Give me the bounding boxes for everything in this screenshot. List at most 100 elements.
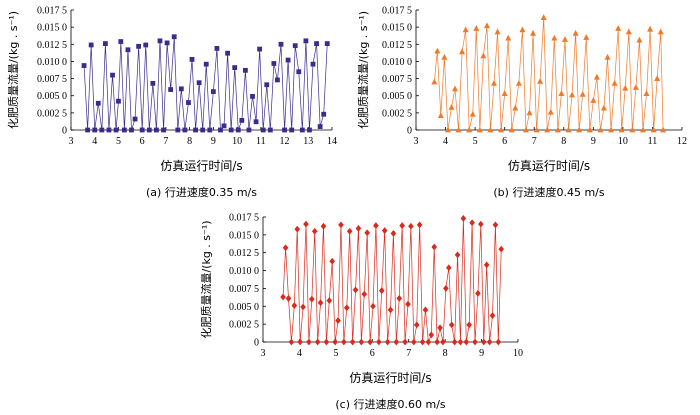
- data-point: [647, 25, 654, 32]
- data-point: [228, 127, 234, 133]
- data-point: [341, 338, 347, 346]
- data-point: [178, 86, 184, 92]
- data-point: [384, 338, 391, 346]
- data-point: [494, 28, 501, 35]
- y-tick-label: 0: [254, 338, 259, 349]
- data-point: [164, 40, 170, 46]
- data-point: [103, 41, 108, 46]
- x-tick-label: 8: [187, 136, 192, 147]
- data-point: [469, 219, 475, 227]
- data-point: [132, 116, 138, 122]
- data-point: [352, 286, 359, 294]
- data-point: [622, 84, 629, 91]
- data-point: [300, 303, 306, 311]
- x-tick-label: 5: [333, 348, 338, 359]
- series-line: [282, 218, 502, 343]
- data-point: [434, 338, 440, 346]
- data-point: [321, 111, 327, 117]
- chart-panel-c: 0 0.002 5 0.005 0 0.007 5 0.010 0 0.012 5 0.01…: [199, 213, 523, 412]
- data-point: [139, 127, 145, 133]
- data-point: [512, 104, 519, 111]
- data-point: [413, 321, 420, 329]
- y-axis-label: 化肥质量流量/(kg . s⁻¹): [6, 11, 20, 129]
- series-line: [433, 17, 664, 131]
- data-point: [210, 89, 216, 94]
- data-point: [338, 221, 344, 229]
- data-point: [498, 126, 505, 133]
- x-axis-label: 仿真运行时间/s: [160, 159, 242, 173]
- chart-panel-b: 0 0.002 5 0.005 0 0.007 5 0.010 0 0.012 5 0.01…: [356, 6, 687, 200]
- x-tick-label: 10: [513, 348, 523, 359]
- y-tick-label: 0.015 0: [382, 23, 412, 34]
- data-point: [221, 123, 227, 129]
- data-point: [600, 104, 607, 111]
- x-tick-label: 6: [370, 348, 375, 359]
- data-point: [346, 227, 353, 235]
- x-tick-label: 7: [163, 136, 168, 147]
- y-tick-label: 0.002 5: [382, 108, 412, 119]
- data-point: [143, 42, 149, 48]
- data-point: [349, 338, 356, 346]
- data-point: [307, 127, 312, 133]
- data-point: [486, 338, 493, 346]
- y-tick-label: 0.005 0: [37, 91, 67, 102]
- data-point: [505, 34, 512, 41]
- x-tick-label: 8: [443, 348, 448, 359]
- data-point: [317, 299, 324, 307]
- data-point: [472, 338, 478, 346]
- data-point: [320, 222, 327, 230]
- data-point: [434, 47, 441, 54]
- x-tick-label: 3: [261, 348, 266, 359]
- data-point: [440, 338, 446, 346]
- data-point: [317, 124, 323, 129]
- data-point: [463, 338, 470, 346]
- data-point: [416, 221, 423, 229]
- data-point: [501, 90, 508, 97]
- data-point: [303, 38, 309, 44]
- y-tick-label: 0.017 5: [37, 6, 67, 17]
- data-point: [81, 63, 87, 68]
- data-point: [558, 90, 565, 97]
- data-point: [462, 26, 469, 33]
- data-point: [660, 126, 667, 133]
- y-tick-label: 0.012 5: [229, 248, 259, 259]
- data-point: [257, 46, 263, 52]
- series-line: [83, 36, 328, 131]
- data-point: [381, 227, 388, 234]
- data-point: [402, 338, 408, 346]
- y-axis-label: 化肥质量流量/(kg . s⁻¹): [356, 11, 370, 129]
- data-point: [396, 295, 403, 302]
- data-point: [85, 127, 91, 133]
- data-point: [282, 244, 289, 252]
- data-point: [314, 41, 319, 46]
- data-point: [489, 312, 496, 319]
- x-tick-label: 4: [92, 136, 97, 147]
- data-point: [121, 127, 127, 133]
- data-point: [469, 110, 476, 117]
- data-point: [387, 306, 394, 314]
- data-point: [92, 127, 98, 133]
- data-point: [361, 290, 368, 298]
- data-point: [378, 287, 385, 294]
- data-point: [200, 127, 206, 133]
- data-point: [466, 321, 472, 329]
- data-point: [214, 46, 220, 51]
- x-tick-label: 4: [297, 348, 302, 359]
- x-tick-label: 7: [406, 348, 411, 359]
- data-point: [551, 34, 558, 41]
- x-tick-label: 9: [211, 136, 216, 147]
- data-point: [95, 100, 101, 106]
- data-point: [275, 77, 280, 83]
- x-tick-label: 9: [479, 348, 484, 359]
- data-point: [306, 338, 312, 346]
- data-point: [583, 34, 590, 40]
- data-point: [654, 75, 661, 81]
- data-point: [431, 78, 438, 85]
- data-point: [480, 338, 487, 346]
- data-point: [285, 295, 292, 302]
- data-point: [99, 127, 105, 133]
- x-tick-label: 12: [280, 136, 290, 147]
- data-point: [537, 77, 544, 84]
- data-point: [431, 243, 438, 251]
- data-point: [437, 112, 444, 118]
